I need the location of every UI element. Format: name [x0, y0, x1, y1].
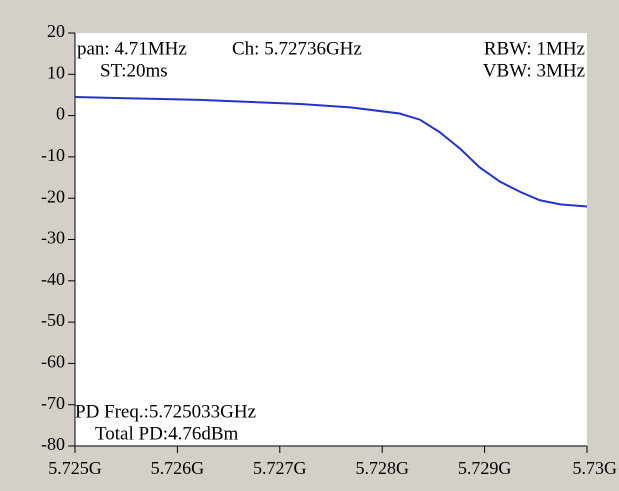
y-tick-label: -10: [41, 145, 65, 165]
annotation: Total PD:4.76dBm: [95, 423, 239, 444]
annotation: PD Freq.:5.725033GHz: [75, 401, 256, 422]
x-tick-label: 5.729G: [458, 458, 512, 478]
y-tick-label: -40: [41, 269, 65, 289]
y-tick-label: -70: [41, 393, 65, 413]
y-tick-label: -60: [41, 352, 65, 372]
plot-area: [75, 33, 587, 446]
x-tick-label: 5.728G: [355, 458, 409, 478]
annotation: VBW: 3MHz: [483, 60, 585, 81]
x-tick-label: 5.73G: [573, 458, 618, 478]
annotation: ST:20ms: [100, 60, 168, 81]
annotation: Ch: 5.72736GHz: [232, 38, 362, 59]
y-tick-label: -30: [41, 228, 65, 248]
y-tick-label: 10: [47, 62, 65, 82]
trace-line: [74, 96, 588, 208]
y-tick-label: -20: [41, 186, 65, 206]
x-tick-label: 5.725G: [48, 458, 102, 478]
annotation: pan: 4.71MHz: [77, 38, 187, 59]
x-tick-label: 5.726G: [151, 458, 205, 478]
x-tick-label: 5.727G: [253, 458, 307, 478]
y-tick-label: -50: [41, 310, 65, 330]
y-tick-label: 0: [56, 104, 65, 124]
y-tick-label: 20: [47, 21, 65, 41]
annotation: RBW: 1MHz: [484, 38, 585, 59]
y-tick-label: -80: [41, 434, 65, 454]
